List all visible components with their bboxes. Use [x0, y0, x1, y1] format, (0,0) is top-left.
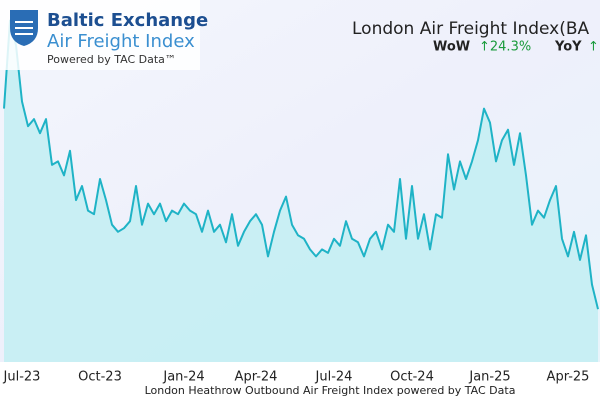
stat-value: ↑	[588, 40, 599, 55]
logo-name: Baltic Exchange	[47, 10, 208, 31]
stat-label: WoW	[433, 40, 470, 55]
caption: London Heathrow Outbound Air Freight Ind…	[145, 384, 516, 397]
stat-label: YoY	[554, 40, 582, 55]
area	[4, 20, 598, 362]
stat-value: ↑24.3%	[479, 40, 531, 55]
x-tick-label: Jul-24	[315, 370, 353, 385]
x-tick-label: Jul-23	[3, 370, 41, 385]
logo-powered: Powered by TAC Data™	[47, 53, 176, 66]
logo-icon-lines	[15, 21, 33, 35]
x-tick-label: Apr-24	[235, 370, 278, 385]
x-tick-label: Jan-24	[162, 370, 204, 385]
x-tick-label: Oct-23	[78, 370, 122, 385]
line	[3, 19, 599, 310]
x-tick-label: Apr-25	[547, 370, 590, 385]
x-tick-label: Jan-25	[468, 370, 510, 385]
chart-title: London Air Freight Index(BA	[352, 19, 590, 39]
x-tick-label: Oct-24	[390, 370, 434, 385]
marks	[3, 19, 599, 362]
logo-product: Air Freight Index	[47, 31, 195, 52]
